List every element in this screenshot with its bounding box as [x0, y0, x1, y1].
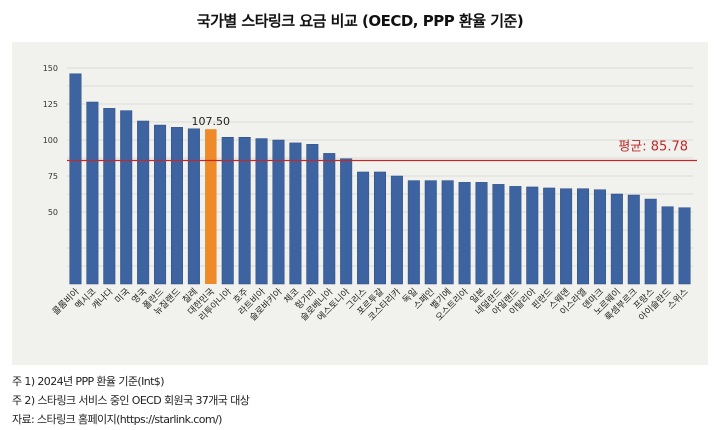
- average-label: 평균: 85.78: [618, 139, 688, 154]
- bar: [407, 180, 420, 285]
- data-label: 107.50: [192, 115, 231, 128]
- chart-title: 국가별 스타링크 요금 비교 (OECD, PPP 환율 기준): [196, 12, 524, 30]
- chart-panel: 50 75 100 125 150 콜롬비아 멕시코 캐나다 미국 영국 폴란드 뉴질랜드 칠레 대한민국…: [12, 42, 708, 365]
- bar: [424, 180, 437, 285]
- footnotes: 주 1) 2024년 PPP 환율 기준(Int$) 주 2) 스타링크 서비스…: [12, 372, 250, 429]
- bar: [357, 171, 370, 285]
- bar: [340, 158, 353, 285]
- bar: [272, 139, 285, 285]
- bar: [170, 127, 183, 285]
- bar: [238, 137, 251, 285]
- bar: [543, 187, 556, 285]
- bar: [678, 207, 691, 285]
- bar: [154, 124, 167, 285]
- bar: [306, 144, 319, 285]
- source-note: 자료: 스타링크 홈페이지(https://starlink.com/): [12, 413, 222, 426]
- bar: [509, 186, 522, 285]
- bar: [661, 206, 674, 285]
- bar-chart: 5075100125150콜롬비아멕시코캐나다미국영국폴란드뉴질랜드칠레대한민국…: [43, 64, 697, 323]
- bar: [390, 175, 403, 285]
- bar: [610, 193, 623, 285]
- bar: [187, 128, 200, 285]
- footnote-2: 주 2) 스타링크 서비스 중인 OECD 회원국 37개국 대상: [12, 394, 250, 407]
- y-tick-label: 75: [48, 172, 58, 181]
- bar: [137, 120, 150, 285]
- y-tick-label: 125: [43, 100, 58, 109]
- bar: [69, 73, 82, 285]
- bar: [577, 188, 590, 285]
- y-tick-label: 50: [48, 208, 58, 217]
- bar: [205, 129, 217, 284]
- bar: [323, 153, 336, 285]
- bar: [255, 138, 268, 285]
- bar: [492, 184, 505, 285]
- bar: [475, 182, 488, 285]
- bar: [373, 171, 387, 285]
- bar: [644, 198, 657, 285]
- footnote-1: 주 1) 2024년 PPP 환율 기준(Int$): [12, 375, 165, 388]
- y-tick-label: 100: [43, 136, 58, 145]
- bar: [526, 186, 539, 285]
- bar: [458, 182, 471, 285]
- bar: [593, 189, 606, 285]
- bar: [289, 142, 302, 285]
- bar: [441, 180, 454, 285]
- bar: [103, 108, 116, 285]
- bar: [627, 194, 640, 285]
- x-tick-label: 미국: [113, 286, 132, 305]
- y-tick-label: 150: [43, 64, 58, 73]
- bar: [120, 110, 133, 285]
- bar: [86, 101, 99, 285]
- bar: [560, 188, 573, 285]
- bar: [221, 137, 234, 285]
